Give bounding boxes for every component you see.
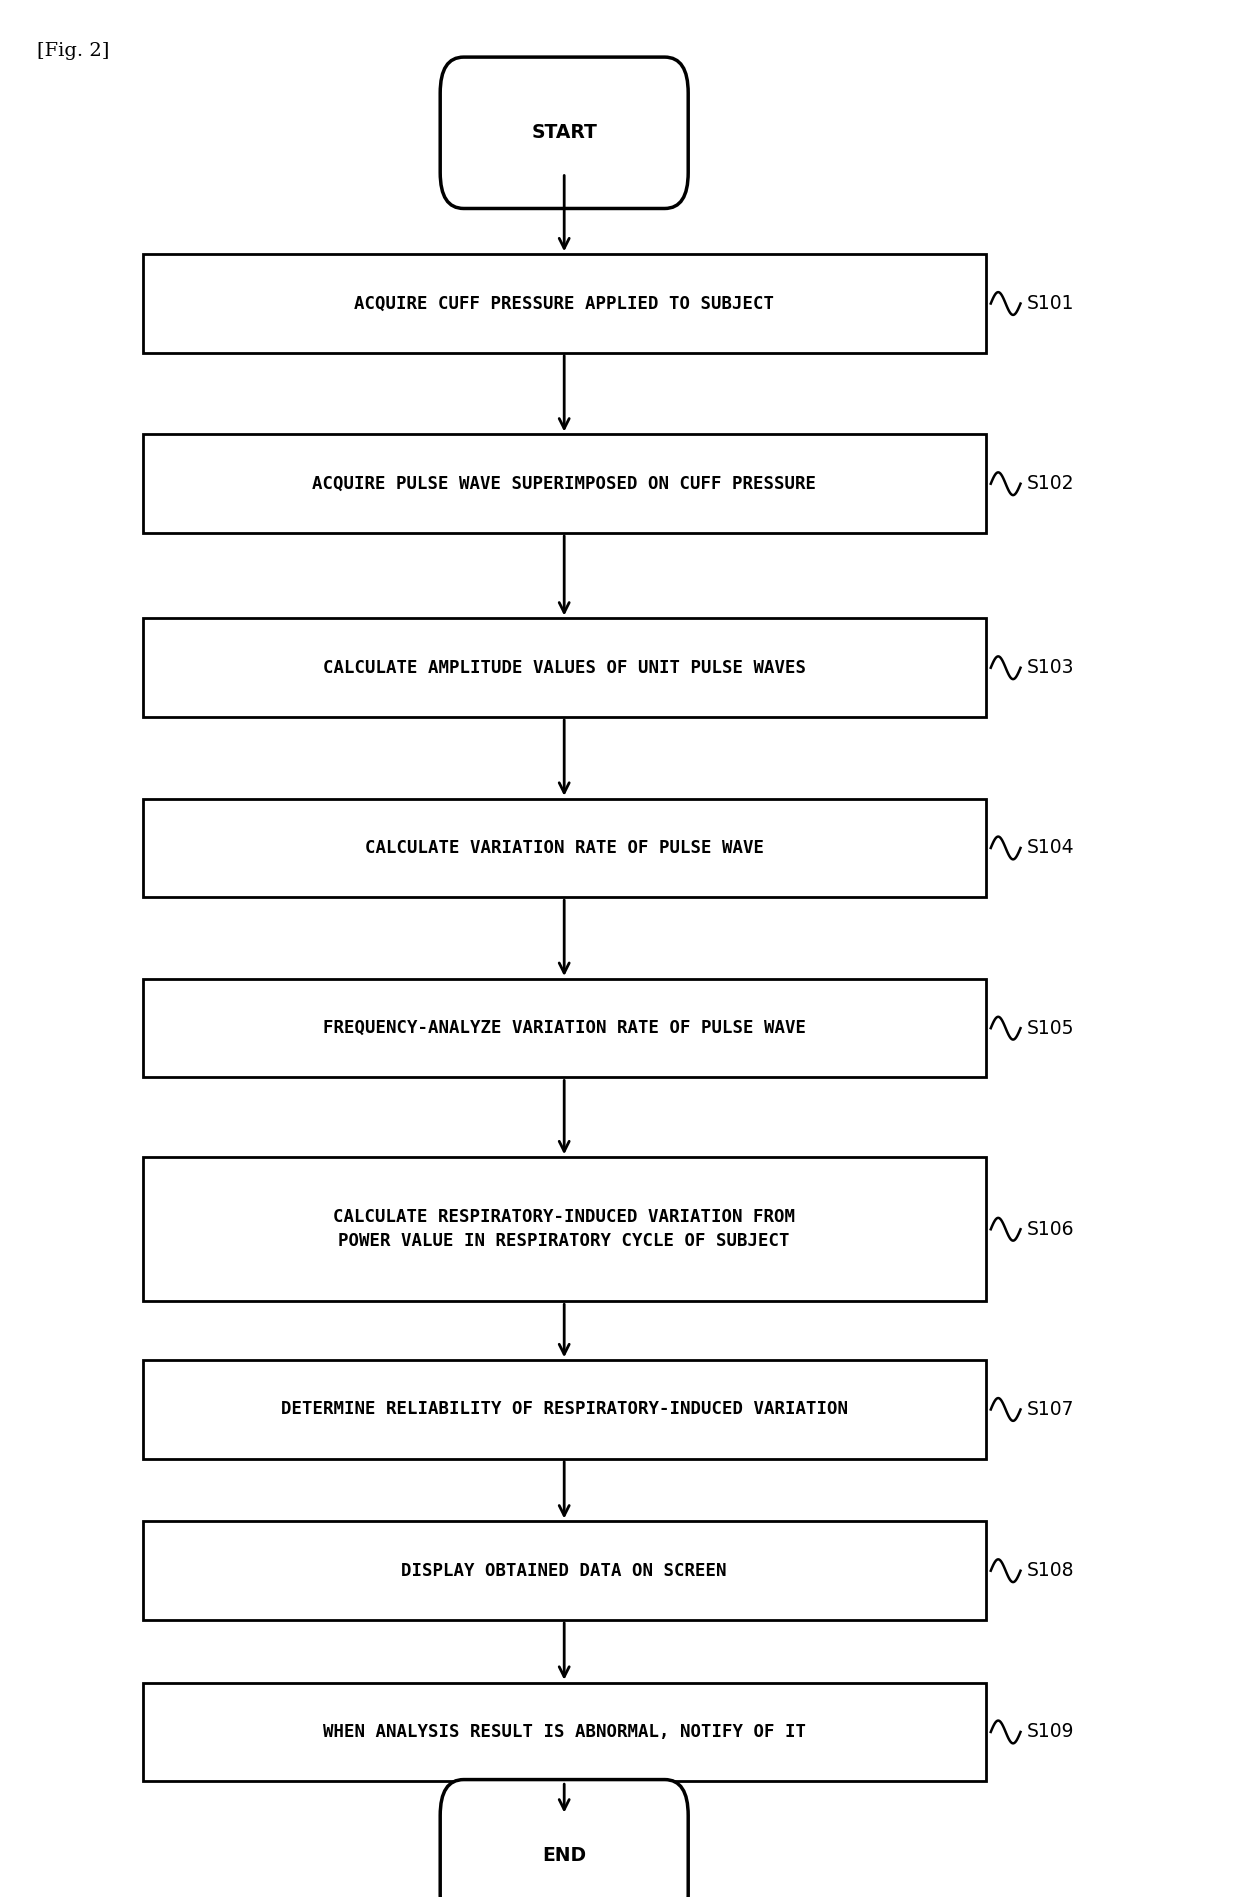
Bar <box>143 979 986 1077</box>
Text: DISPLAY OBTAINED DATA ON SCREEN: DISPLAY OBTAINED DATA ON SCREEN <box>402 1561 727 1580</box>
Text: S102: S102 <box>1027 474 1074 493</box>
Text: ACQUIRE PULSE WAVE SUPERIMPOSED ON CUFF PRESSURE: ACQUIRE PULSE WAVE SUPERIMPOSED ON CUFF … <box>312 474 816 493</box>
Text: S104: S104 <box>1027 838 1074 857</box>
Text: CALCULATE VARIATION RATE OF PULSE WAVE: CALCULATE VARIATION RATE OF PULSE WAVE <box>365 838 764 857</box>
Bar <box>143 799 986 897</box>
Text: WHEN ANALYSIS RESULT IS ABNORMAL, NOTIFY OF IT: WHEN ANALYSIS RESULT IS ABNORMAL, NOTIFY… <box>322 1722 806 1741</box>
Text: FREQUENCY-ANALYZE VARIATION RATE OF PULSE WAVE: FREQUENCY-ANALYZE VARIATION RATE OF PULS… <box>322 1019 806 1038</box>
Text: S101: S101 <box>1027 294 1074 313</box>
Bar <box>143 434 986 533</box>
Text: S106: S106 <box>1027 1220 1074 1239</box>
Text: S105: S105 <box>1027 1019 1074 1038</box>
Bar <box>143 618 986 717</box>
Text: S109: S109 <box>1027 1722 1074 1741</box>
FancyBboxPatch shape <box>440 1779 688 1897</box>
Bar <box>143 1360 986 1459</box>
Text: [Fig. 2]: [Fig. 2] <box>37 42 109 59</box>
Text: DETERMINE RELIABILITY OF RESPIRATORY-INDUCED VARIATION: DETERMINE RELIABILITY OF RESPIRATORY-IND… <box>280 1400 848 1419</box>
FancyBboxPatch shape <box>440 57 688 209</box>
Text: ACQUIRE CUFF PRESSURE APPLIED TO SUBJECT: ACQUIRE CUFF PRESSURE APPLIED TO SUBJECT <box>355 294 774 313</box>
Text: S103: S103 <box>1027 658 1074 677</box>
Bar <box>143 1683 986 1781</box>
Bar <box>143 1157 986 1301</box>
Bar <box>143 254 986 353</box>
Text: S107: S107 <box>1027 1400 1074 1419</box>
Text: CALCULATE RESPIRATORY-INDUCED VARIATION FROM
POWER VALUE IN RESPIRATORY CYCLE OF: CALCULATE RESPIRATORY-INDUCED VARIATION … <box>334 1208 795 1250</box>
Text: START: START <box>531 123 598 142</box>
Text: S108: S108 <box>1027 1561 1074 1580</box>
Text: CALCULATE AMPLITUDE VALUES OF UNIT PULSE WAVES: CALCULATE AMPLITUDE VALUES OF UNIT PULSE… <box>322 658 806 677</box>
Bar <box>143 1521 986 1620</box>
Text: END: END <box>542 1846 587 1865</box>
